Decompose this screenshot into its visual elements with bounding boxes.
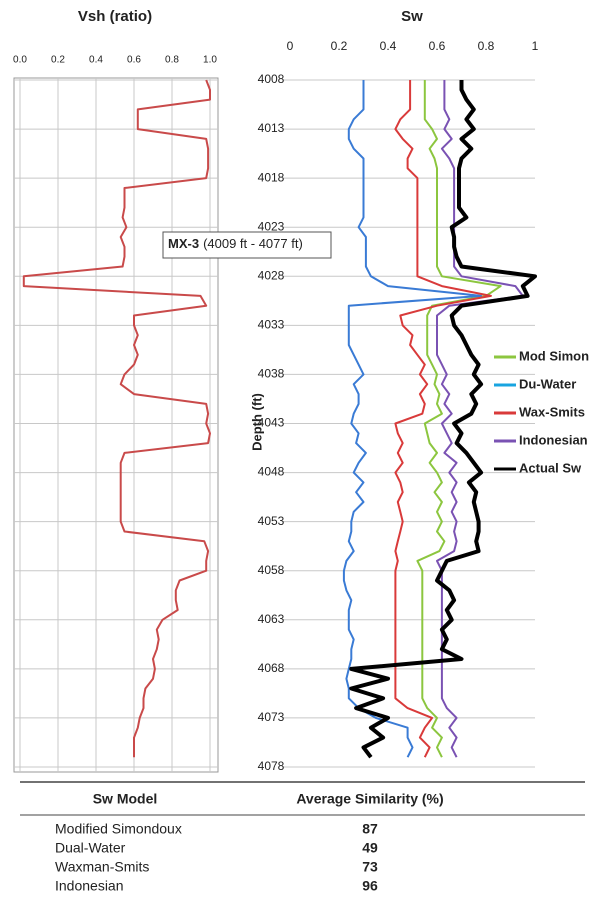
- x-tick-label: 1: [532, 39, 539, 53]
- plots: 0.0 0.2 0.4 0.6 0.8 1.0 0 0.2 0.4 0.6 0.8 1 4008 4013…: [13, 39, 539, 773]
- depth-axis-title: Depth (ft): [249, 393, 264, 451]
- x-tick-label: 0.0: [13, 55, 27, 66]
- y-tick-label: 4068: [258, 661, 285, 675]
- table-cell: Indonesian: [55, 878, 124, 894]
- y-tick-label: 4043: [258, 416, 285, 430]
- series-line: [22, 79, 211, 758]
- table-cell: 49: [362, 840, 378, 856]
- table-cell: Modified Simondoux: [55, 821, 182, 837]
- y-tick-label: 4028: [258, 268, 285, 282]
- vsh-frame: [13, 77, 219, 773]
- x-tick-label: 0.2: [331, 39, 348, 53]
- table-header: Sw Model: [93, 791, 158, 807]
- table-cell: Dual-Water: [55, 840, 126, 856]
- y-tick-label: 4073: [258, 710, 285, 724]
- series-line: [416, 80, 502, 758]
- y-tick-label: 4058: [258, 563, 285, 577]
- legend-label: Actual Sw: [519, 460, 582, 475]
- y-tick-label: 4078: [258, 759, 285, 773]
- x-tick-label: 0.6: [127, 55, 141, 66]
- y-tick-label: 4008: [258, 72, 285, 86]
- y-tick-label: 4023: [258, 219, 285, 233]
- annotation-text: (4009 ft - 4077 ft): [203, 236, 303, 251]
- x-tick-label: 0.4: [380, 39, 397, 53]
- vsh-title: Vsh (ratio): [78, 8, 152, 25]
- x-tick-label: 0.8: [478, 39, 495, 53]
- annotation-bold: MX-3: [168, 236, 199, 251]
- y-tick-label: 4033: [258, 318, 285, 332]
- series-line: [436, 80, 524, 758]
- legend-label: Indonesian: [519, 432, 588, 447]
- y-tick-label: 4018: [258, 170, 285, 184]
- legend: Mod Simon Du-Water Wax-Smits Indonesian Actu…: [494, 348, 589, 475]
- x-tick-label: 0: [287, 39, 294, 53]
- table-header: Average Similarity (%): [296, 791, 443, 807]
- table-cell: 73: [362, 859, 378, 875]
- y-tick-label: 4048: [258, 465, 285, 479]
- x-tick-label: 0.6: [429, 39, 446, 53]
- series-line: [394, 80, 492, 758]
- series-line: [349, 80, 537, 759]
- annotation: MX-3 (4009 ft - 4077 ft): [168, 236, 303, 251]
- table-cell: 87: [362, 821, 378, 837]
- table-cell: Waxman-Smits: [55, 859, 149, 875]
- y-tick-label: 4053: [258, 514, 285, 528]
- x-tick-label: 0.4: [89, 55, 103, 66]
- y-tick-label: 4063: [258, 612, 285, 626]
- x-tick-label: 0.2: [51, 55, 65, 66]
- legend-label: Mod Simon: [519, 348, 589, 363]
- table-cell: 96: [362, 878, 378, 894]
- y-tick-label: 4013: [258, 121, 285, 135]
- x-tick-label: 0.8: [165, 55, 179, 66]
- annotation-box: [162, 231, 332, 259]
- legend-label: Wax-Smits: [519, 404, 585, 419]
- sw-title: Sw: [401, 8, 423, 25]
- y-tick-label: 4038: [258, 367, 285, 381]
- x-tick-label: 1.0: [203, 55, 217, 66]
- series-line: [342, 80, 483, 758]
- legend-label: Du-Water: [519, 376, 576, 391]
